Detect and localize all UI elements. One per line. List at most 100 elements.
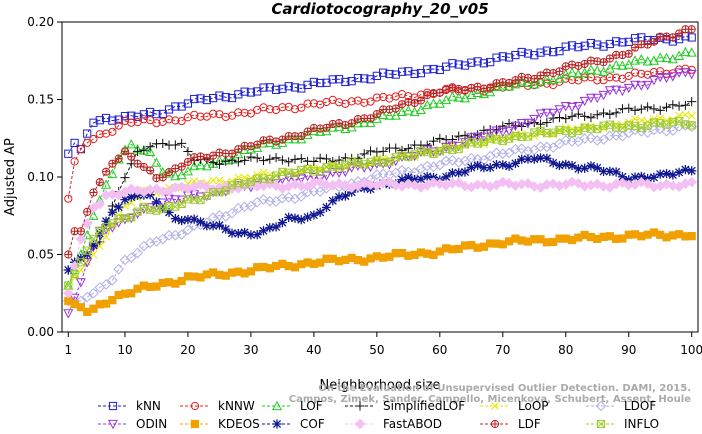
data-point-knn: [89, 118, 98, 127]
data-point-simplifiedlof: [454, 131, 464, 141]
series-line-ldof: [68, 125, 692, 302]
data-point-knnw: [649, 67, 659, 77]
data-point-odin: [667, 72, 678, 82]
legend-marker: [491, 402, 499, 410]
legend-marker: [190, 401, 200, 411]
data-point-knn: [108, 116, 117, 125]
data-point-kdeos: [454, 244, 463, 254]
data-point-ldf: [89, 188, 98, 197]
data-point-simplifiedlof: [252, 153, 262, 163]
data-point-kdeos: [240, 269, 249, 278]
data-point-cof: [214, 220, 225, 230]
data-point-odin: [466, 133, 477, 143]
data-point-kdeos: [227, 268, 237, 277]
data-point-cof: [233, 228, 243, 239]
data-point-kdeos: [435, 247, 444, 256]
data-point-ldof: [491, 147, 502, 159]
data-point-ldof: [226, 207, 238, 219]
data-point-ldof: [396, 164, 408, 176]
data-point-lof: [554, 73, 565, 83]
data-point-lof: [567, 67, 578, 77]
data-point-ldof: [113, 263, 124, 275]
data-point-simplifiedlof: [542, 117, 552, 128]
data-point-odin: [655, 72, 666, 83]
data-point-simplifiedlof: [246, 152, 256, 162]
data-point-knnw: [227, 111, 237, 120]
data-point-knn: [580, 41, 589, 50]
data-point-knnw: [630, 68, 640, 77]
data-point-knn: [618, 38, 627, 47]
data-point-kdeos: [643, 230, 652, 239]
data-point-ldf: [530, 74, 539, 84]
data-point-odin: [674, 68, 685, 78]
data-point-fastabod: [497, 176, 509, 188]
data-point-ldof: [245, 200, 257, 212]
data-point-ldof: [182, 224, 194, 236]
data-point-cof: [114, 202, 124, 212]
data-point-knn: [215, 91, 224, 100]
data-point-odin: [63, 309, 74, 319]
data-point-cof: [296, 215, 306, 225]
data-point-odin: [378, 159, 389, 169]
data-point-simplifiedlof: [265, 154, 275, 164]
data-point-lof: [409, 106, 420, 117]
watermark-line-1: On the Evaluation of Unsupervised Outlie…: [318, 383, 691, 394]
legend-marker: [355, 401, 365, 411]
data-point-knnw: [278, 103, 287, 112]
data-point-knn: [164, 105, 174, 114]
data-point-knnw: [196, 112, 205, 121]
data-point-knn: [146, 107, 155, 117]
data-point-simplifiedlof: [655, 105, 665, 115]
data-point-fastabod: [75, 233, 87, 245]
data-point-fastabod: [667, 180, 679, 192]
data-point-simplifiedlof: [214, 159, 225, 169]
y-axis: 0.00 0.05 0.10 0.15 0.20: [27, 15, 62, 339]
data-point-simplifiedlof: [447, 134, 458, 145]
data-point-odin: [617, 86, 628, 97]
x-tick-label: 60: [432, 343, 447, 357]
data-point-knnw: [265, 105, 274, 114]
data-point-inflo: [89, 234, 98, 244]
data-point-knnw: [246, 109, 256, 118]
data-point-knn: [209, 94, 218, 103]
data-point-simplifiedlof: [290, 154, 300, 164]
data-point-knn: [353, 73, 363, 83]
data-point-cof: [479, 163, 489, 173]
data-point-cof: [265, 223, 275, 233]
data-point-kdeos: [372, 252, 381, 261]
data-point-odin: [346, 163, 357, 173]
data-point-cof: [107, 207, 117, 217]
data-point-knnw: [83, 138, 92, 147]
data-point-knn: [549, 48, 558, 57]
data-point-knn: [397, 67, 407, 76]
data-point-odin: [472, 132, 483, 142]
data-point-simplifiedlof: [183, 146, 193, 157]
data-point-fastabod: [333, 178, 345, 189]
data-point-cof: [126, 192, 136, 202]
data-point-simplifiedlof: [598, 108, 609, 118]
data-point-lof: [478, 88, 489, 99]
data-point-simplifiedlof: [120, 173, 130, 183]
data-point-fastabod: [591, 178, 603, 190]
data-point-ldf: [391, 104, 400, 113]
data-point-ldof: [560, 134, 572, 146]
data-point-ldf: [114, 154, 123, 163]
data-point-simplifiedlof: [378, 146, 388, 156]
data-point-odin: [283, 173, 294, 183]
x-axis: 1 10 20 30 40 50 60 70 80 90 100: [64, 332, 702, 357]
data-point-knnw: [379, 92, 388, 102]
data-point-loop: [687, 111, 696, 120]
data-point-ldof: [214, 210, 225, 221]
data-point-knn: [202, 95, 211, 105]
data-point-ldof: [295, 191, 307, 202]
data-point-odin: [485, 128, 496, 139]
data-point-cof: [611, 167, 621, 177]
data-point-simplifiedlof: [372, 147, 382, 157]
data-point-ldf: [227, 149, 237, 158]
data-point-knnw: [190, 110, 199, 119]
data-point-simplifiedlof: [233, 157, 243, 167]
x-tick-label: 90: [621, 343, 636, 357]
data-point-knnw: [366, 97, 375, 106]
data-point-lof: [485, 86, 496, 97]
data-point-kdeos: [687, 232, 696, 241]
